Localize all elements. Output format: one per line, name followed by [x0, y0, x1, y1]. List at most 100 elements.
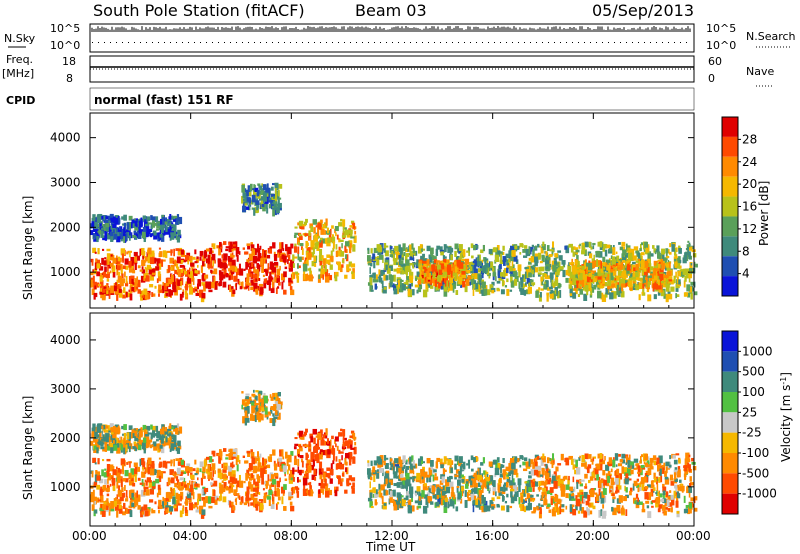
echo-cell: [175, 492, 179, 500]
echo-cell: [345, 254, 349, 262]
echo-cell: [586, 271, 589, 279]
echo-cell: [266, 496, 272, 500]
echo-cell: [325, 428, 328, 436]
echo-cell: [299, 436, 304, 440]
echo-cell: [141, 294, 145, 298]
echo-cell: [545, 259, 550, 266]
echo-cell: [157, 273, 162, 282]
echo-cell: [673, 275, 676, 284]
echo-cell: [438, 261, 442, 268]
echo-cell: [179, 269, 184, 273]
echo-cell: [151, 292, 154, 297]
echo-cell: [450, 263, 454, 272]
echo-cell: [302, 477, 308, 486]
echo-cell: [194, 261, 198, 264]
echo-cell: [225, 272, 229, 278]
echo-cell: [600, 265, 605, 271]
echo-cell: [257, 204, 259, 209]
echo-cell: [262, 192, 267, 200]
echo-cell: [217, 258, 221, 263]
echo-cell: [277, 197, 282, 200]
echo-cell: [667, 270, 672, 277]
echo-cell: [334, 439, 336, 444]
echo-cell: [544, 281, 547, 285]
echo-cell: [131, 286, 135, 292]
echo-cell: [128, 289, 131, 293]
echo-cell: [109, 442, 114, 448]
echo-cell: [289, 281, 294, 284]
echo-cell: [120, 266, 123, 275]
echo-cell: [588, 260, 591, 265]
echo-cell: [166, 250, 171, 253]
echo-cell: [308, 274, 313, 282]
echo-cell: [409, 276, 414, 283]
nsearch-dot: [344, 42, 345, 43]
echo-cell: [350, 430, 355, 434]
echo-cell: [101, 425, 104, 429]
echo-cell: [123, 432, 127, 441]
echo-cell: [306, 259, 309, 266]
echo-cell: [298, 233, 302, 239]
echo-cell: [133, 290, 136, 293]
echo-cell: [324, 449, 328, 456]
echo-cell: [240, 496, 244, 504]
echo-cell: [540, 276, 543, 282]
echo-cell: [662, 263, 665, 270]
echo-cell: [104, 266, 107, 272]
echo-cell: [331, 445, 334, 450]
echo-cell: [168, 493, 173, 499]
echo-cell: [690, 293, 693, 300]
echo-cell: [337, 250, 341, 257]
echo-cell: [498, 251, 503, 256]
echo-cell: [421, 269, 424, 275]
echo-cell: [235, 497, 238, 506]
echo-cell: [308, 233, 312, 241]
echo-cell: [644, 260, 649, 268]
echo-cell: [150, 433, 153, 440]
colorbar-segment: [722, 276, 738, 296]
echo-cell: [532, 249, 535, 257]
echo-cell: [633, 282, 636, 288]
echo-cell: [125, 275, 128, 284]
echo-cell: [506, 263, 511, 270]
echo-cell: [244, 206, 250, 210]
echo-cell: [458, 276, 463, 285]
echo-cell: [621, 283, 624, 292]
echo-cell: [641, 283, 645, 289]
echo-cell: [572, 267, 577, 275]
echo-cell: [116, 499, 121, 505]
echo-cell: [549, 272, 554, 279]
echo-cell: [173, 487, 176, 496]
echo-cell: [598, 251, 603, 258]
echo-cell: [319, 240, 323, 248]
echo-cell: [253, 465, 258, 474]
echo-cell: [335, 463, 338, 470]
nsearch-dot: [212, 42, 213, 43]
echo-cell: [265, 187, 270, 195]
echo-cell: [222, 474, 227, 479]
echo-cell: [570, 246, 574, 253]
freq-panel: Freq. [MHz] 18 8 60 0 Nave: [2, 53, 774, 87]
echo-cell: [396, 503, 399, 510]
echo-cell: [110, 254, 113, 257]
echo-cell: [490, 261, 494, 268]
echo-cell: [91, 217, 96, 223]
echo-cell: [390, 463, 395, 468]
echo-cell: [106, 463, 111, 472]
echo-cell: [270, 482, 275, 487]
echo-cell: [456, 486, 459, 493]
echo-cell: [611, 265, 616, 268]
echo-cell: [297, 263, 299, 269]
echo-cell: [350, 230, 353, 238]
nsearch-dot: [572, 42, 573, 43]
echo-cell: [110, 217, 115, 223]
echo-cell: [186, 463, 191, 467]
nsearch-dot: [500, 42, 501, 43]
echo-cell: [122, 477, 126, 482]
echo-cell: [109, 213, 114, 220]
echo-cell: [172, 496, 176, 505]
echo-cell: [214, 497, 218, 505]
echo-cell: [124, 440, 128, 446]
colorbar-tick-label: 20: [742, 177, 757, 191]
echo-cell: [491, 267, 495, 272]
